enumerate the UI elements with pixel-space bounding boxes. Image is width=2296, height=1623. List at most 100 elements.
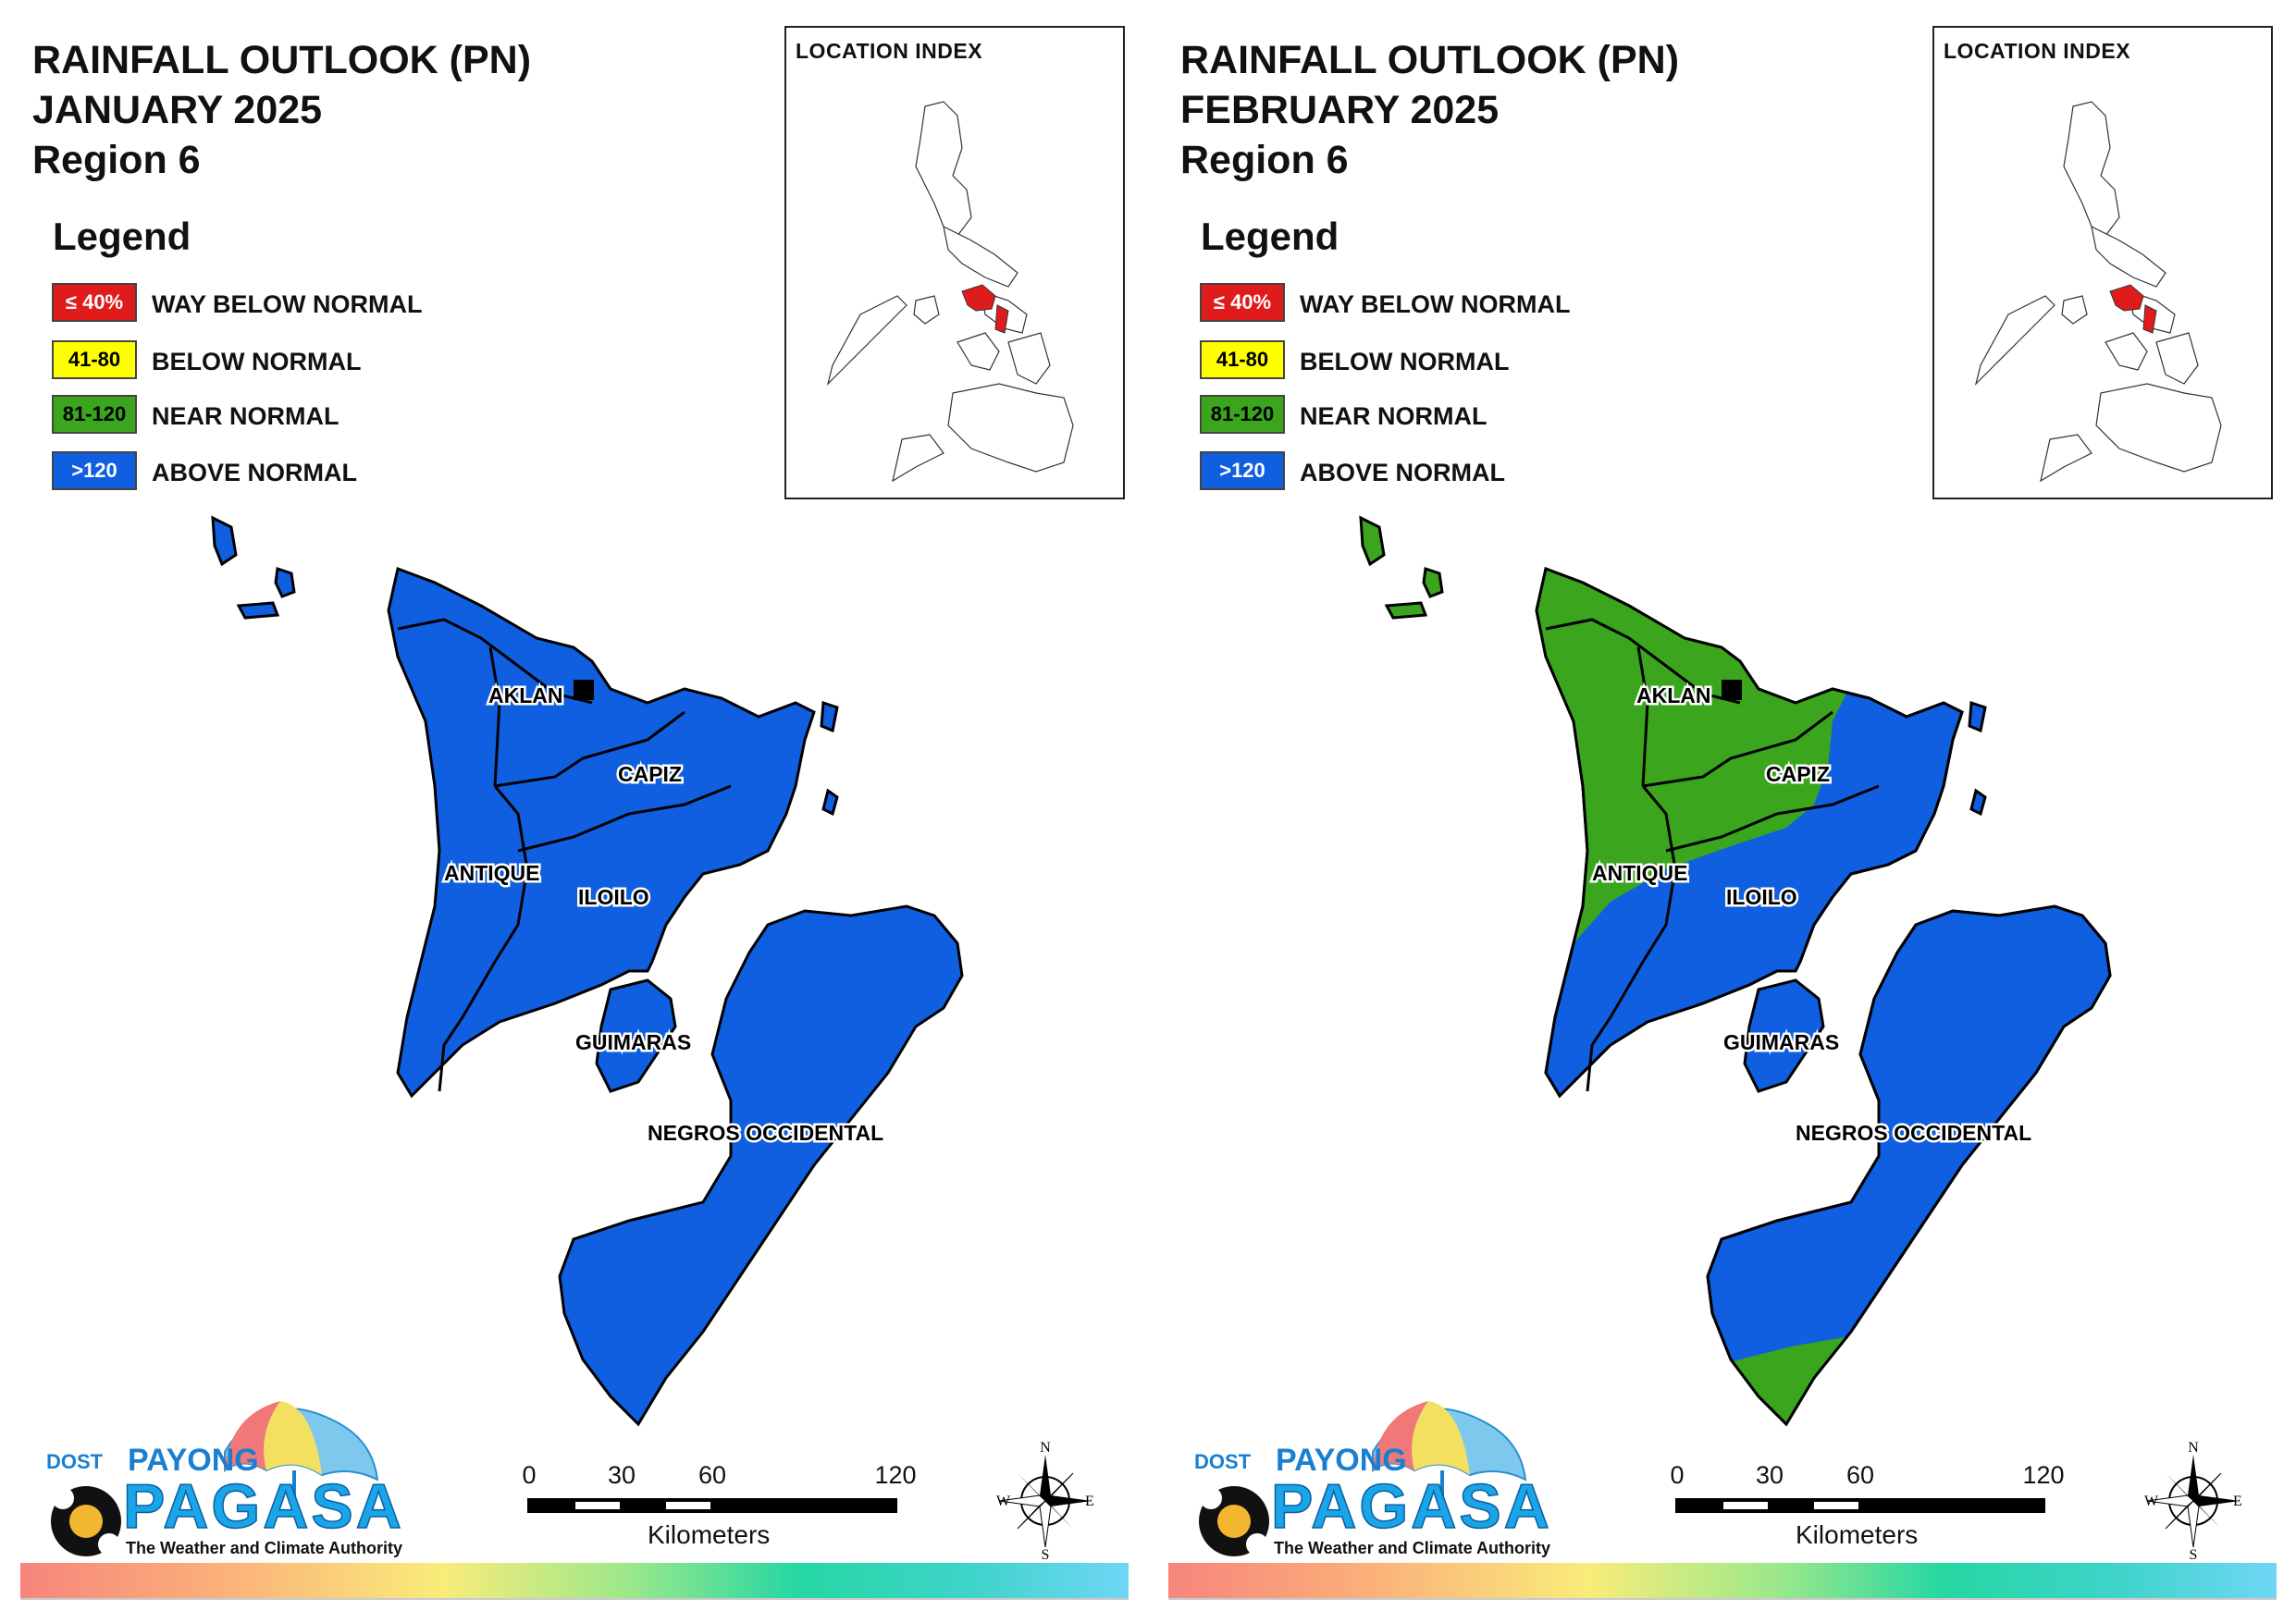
logo-tagline: The Weather and Climate Authority [126,1539,403,1557]
scale-tick-60: 60 [697,1461,727,1489]
footer-divider [20,1598,1129,1600]
legend-swatch: 81-120 [1200,395,1285,434]
scale-tick-120: 120 [2022,1461,2065,1489]
islet-3 [1384,601,1428,620]
legend-swatch: >120 [1200,451,1285,490]
province-label-aklan: AKLAN [1636,683,1711,707]
legend-swatch: ≤ 40% [52,283,137,322]
title-line-1: RAINFALL OUTLOOK (PN) [1180,38,1680,82]
svg-text:W: W [996,1494,1011,1509]
legend-swatch: 41-80 [1200,340,1285,379]
inset-label: LOCATION INDEX [796,39,983,63]
logo-tagline: The Weather and Climate Authority [1274,1539,1551,1557]
legend-label: BELOW NORMAL [152,348,362,375]
philippines-locator-map [1974,101,2222,483]
svg-text:S: S [1042,1547,1050,1561]
scale-unit: Kilometers [1796,1520,1919,1549]
title-line-1: RAINFALL OUTLOOK (PN) [32,38,532,82]
svg-text:W: W [2144,1494,2159,1509]
region-6-map: AKLAN CAPIZ ANTIQUE ILOILO GUIMARAS NEGR… [1359,515,2112,1427]
legend-label: WAY BELOW NORMAL [1300,290,1571,318]
legend-label: ABOVE NORMAL [1300,459,1505,486]
islet-5 [1969,788,1987,817]
logo-dost-text: DOST [46,1450,104,1473]
legend-swatch: 81-120 [52,395,137,434]
title-line-3: Region 6 [1180,138,1349,182]
scale-bar: 0 30 60 120 Kilometers [1670,1461,2064,1554]
scale-tick-60: 60 [1845,1461,1875,1489]
province-label-guimaras: GUIMARAS [575,1030,691,1054]
legend-swatch: 41-80 [52,340,137,379]
guimaras-island [1743,978,1825,1093]
province-label-capiz: CAPIZ [1766,762,1830,786]
province-label-aklan: AKLAN [488,683,563,707]
province-label-iloilo: ILOILO [1726,885,1797,909]
scale-unit: Kilometers [648,1520,771,1549]
islet-4 [1968,700,1987,733]
province-label-negros-occidental: NEGROS OCCIDENTAL [1796,1121,2031,1145]
footer-gradient-bar [1168,1563,2277,1598]
legend-swatch: >120 [52,451,137,490]
pagasa-logo: DOST PAYONG PAGASA The Weather and Clima… [35,1387,402,1563]
title-line-2: FEBRUARY 2025 [1180,88,1500,132]
islet-1 [1359,515,1386,567]
scale-tick-0: 0 [1670,1461,1685,1489]
legend-label: BELOW NORMAL [1300,348,1510,375]
location-index-inset: LOCATION INDEX [1932,26,2273,499]
title-line-3: Region 6 [32,138,201,182]
umbrella-icon [51,1401,379,1556]
province-label-antique: ANTIQUE [444,861,540,885]
islet-1 [211,515,238,567]
logo-payong-text: PAYONG [128,1443,259,1478]
outlook-panel-january: RAINFALL OUTLOOK (PN) JANUARY 2025 Regio… [20,26,1129,1600]
legend-label: NEAR NORMAL [1300,402,1487,430]
north-arrow-icon: N S W E [994,1440,1096,1563]
scale-tick-30: 30 [1755,1461,1784,1489]
map-title: RAINFALL OUTLOOK (PN) JANUARY 2025 Regio… [32,35,531,185]
dost-seal-icon [51,1486,121,1556]
province-label-iloilo: ILOILO [578,885,649,909]
scale-tick-30: 30 [607,1461,636,1489]
province-label-negros-occidental: NEGROS OCCIDENTAL [648,1121,883,1145]
legend-label: ABOVE NORMAL [152,459,357,486]
scale-bar-graphic [1675,1498,2045,1513]
scale-tick-0: 0 [522,1461,537,1489]
negros-occidental [558,904,964,1427]
svg-text:E: E [2233,1494,2242,1509]
title-line-2: JANUARY 2025 [32,88,323,132]
dost-seal-icon [1199,1486,1269,1556]
svg-text:E: E [1085,1494,1094,1509]
logo-pagasa-text: PAGASA [122,1470,404,1543]
guimaras-island [595,978,677,1093]
pagasa-logo: DOST PAYONG PAGASA The Weather and Clima… [1183,1387,1550,1563]
svg-text:N: N [2188,1441,2199,1456]
legend-swatch: ≤ 40% [1200,283,1285,322]
logo-dost-text: DOST [1194,1450,1252,1473]
legend-title: Legend [1201,215,1339,258]
logo-pagasa-text: PAGASA [1270,1470,1552,1543]
islet-3 [236,601,280,620]
location-index-inset: LOCATION INDEX [784,26,1125,499]
svg-text:S: S [2190,1547,2198,1561]
scale-bar-graphic [527,1498,897,1513]
province-label-capiz: CAPIZ [618,762,682,786]
legend-label: NEAR NORMAL [152,402,339,430]
islet-5 [821,788,839,817]
islet-2 [1422,567,1444,598]
legend-title: Legend [53,215,191,258]
inset-label: LOCATION INDEX [1944,39,2131,63]
region-6-map: AKLAN CAPIZ ANTIQUE ILOILO GUIMARAS NEGR… [211,515,964,1427]
legend-label: WAY BELOW NORMAL [152,290,423,318]
negros-occidental [1706,904,2112,1427]
north-arrow-icon: N S W E [2142,1440,2244,1563]
footer-gradient-bar [20,1563,1129,1598]
umbrella-icon [1199,1401,1527,1556]
islet-2 [274,567,296,598]
islet-4 [820,700,839,733]
map-title: RAINFALL OUTLOOK (PN) FEBRUARY 2025 Regi… [1180,35,1679,185]
outlook-panel-february: RAINFALL OUTLOOK (PN) FEBRUARY 2025 Regi… [1148,0,2296,1623]
province-label-antique: ANTIQUE [1592,861,1688,885]
svg-text:N: N [1040,1441,1051,1456]
scale-bar: 0 30 60 120 Kilometers [522,1461,916,1554]
philippines-locator-map [826,101,1074,483]
